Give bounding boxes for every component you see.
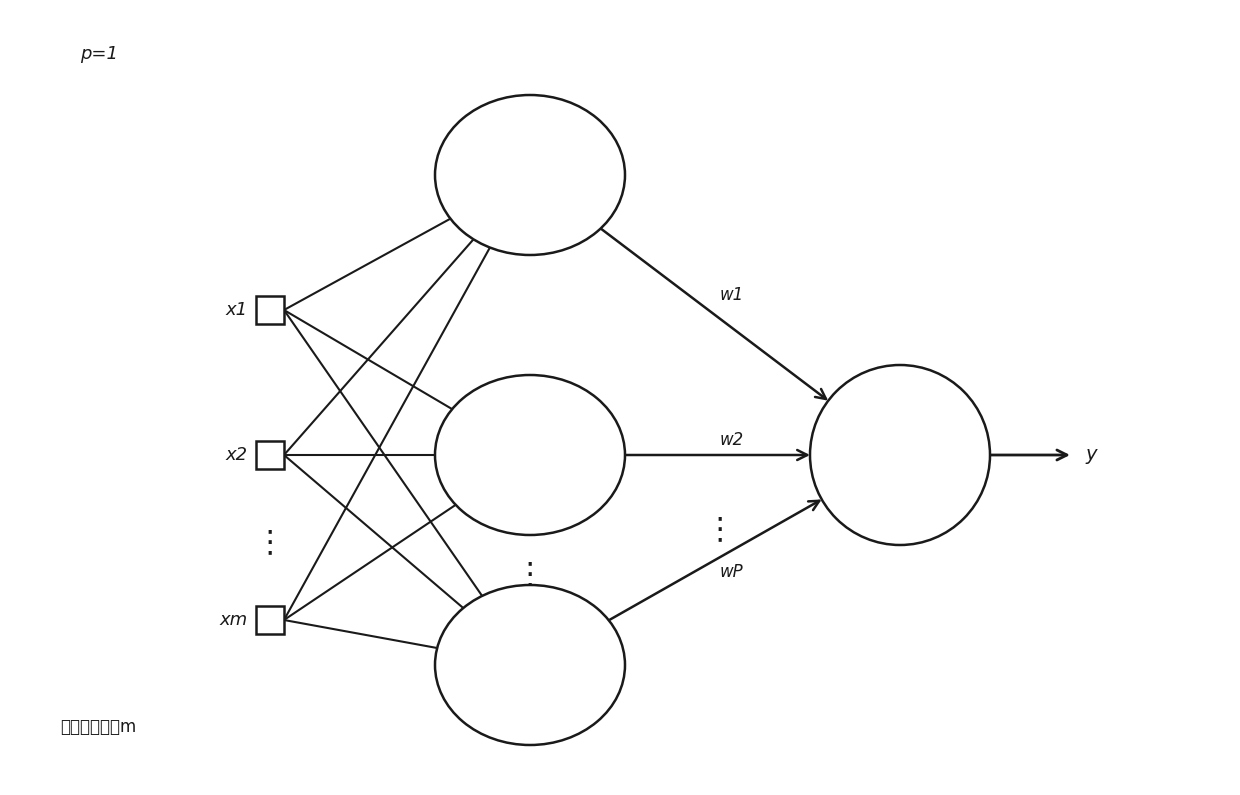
Text: ⋮: ⋮ [704,515,735,545]
Text: ⋮: ⋮ [515,560,546,590]
Ellipse shape [435,95,625,255]
Text: Φ2: Φ2 [517,430,543,448]
Text: wP: wP [720,563,744,581]
Text: Σ: Σ [892,441,909,469]
Text: ΦP: ΦP [517,640,543,658]
Text: y: y [1085,445,1096,464]
Text: x2: x2 [226,446,248,464]
Circle shape [810,365,990,545]
Text: 输入层大小为m: 输入层大小为m [60,718,136,736]
Text: 中心x1: 中心x1 [512,185,548,200]
Text: Φ1: Φ1 [517,150,543,168]
Bar [255,441,284,469]
Ellipse shape [435,585,625,745]
Text: x1: x1 [226,301,248,319]
Bar [255,606,284,634]
Text: xm: xm [219,611,248,629]
Text: w2: w2 [720,431,744,449]
Bar [255,296,284,324]
Ellipse shape [435,375,625,535]
Text: ⋮: ⋮ [254,529,285,557]
Text: w1: w1 [720,286,744,304]
Text: 中心x2: 中心x2 [512,466,548,480]
Text: p=1: p=1 [81,45,118,63]
Text: 中心xP: 中心xP [512,676,548,691]
